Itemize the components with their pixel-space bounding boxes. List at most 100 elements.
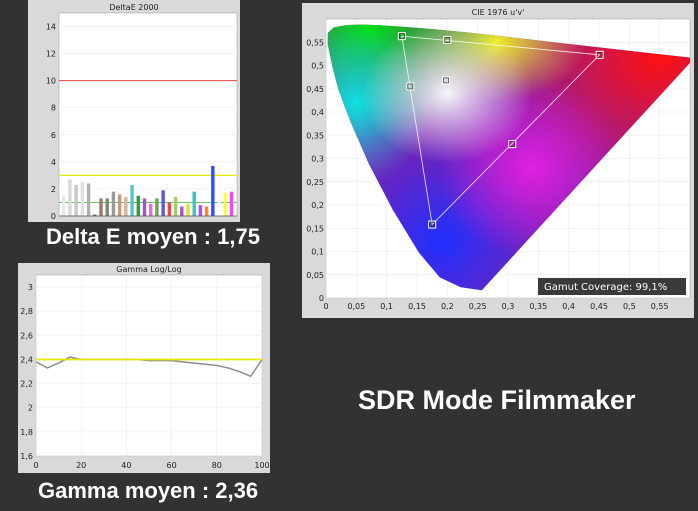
cie-measured-point [429, 221, 435, 228]
cie-x-tick: 0,1 [380, 302, 393, 311]
cie-measured-point [596, 52, 603, 58]
delta-e-y-tick: 2 [51, 185, 56, 194]
delta-e-bar [155, 198, 159, 216]
cie-title: CIE 1976 u'v' [472, 8, 525, 17]
cie-chart: CIE 1976 u'v' 0 0,05 0,1 0,15 0,2 0,25 0,3 0,35… [302, 3, 694, 318]
gamma-plot: Gamma Log/Log 1,6 1,8 2 2,2 2,4 2,6 2,8 3 0 20 40 6… [18, 263, 270, 473]
cie-measured-point [407, 83, 414, 90]
gamma-y-tick: 2,6 [20, 331, 33, 340]
cie-target-square [428, 220, 437, 229]
cie-targets [397, 32, 604, 229]
cie-measured-point [443, 77, 449, 84]
delta-e-bar [62, 195, 66, 216]
delta-e-bar [142, 198, 147, 216]
cie-x-tick: 0,45 [590, 302, 608, 311]
delta-e-bar [111, 191, 116, 216]
cie-ticks: 0 0,05 0,1 0,15 0,2 0,25 0,3 0,35 0,4 0,45 0,5 0,55… [306, 38, 668, 311]
delta-e-y-tick: 12 [46, 50, 56, 59]
delta-e-average: Delta E moyen : 1,75 [46, 224, 260, 249]
gamma-y-tick: 2 [28, 404, 33, 413]
delta-e-bar [173, 197, 178, 216]
cie-measured-point [509, 141, 516, 147]
delta-e-bar [130, 184, 134, 216]
delta-e-bar [223, 192, 227, 216]
cie-y-tick: 0,05 [306, 271, 324, 280]
gamma-y-tick: 1,8 [20, 428, 33, 437]
delta-e-y-tick: 0 [51, 212, 56, 221]
cie-x-tick: 0 [323, 302, 328, 311]
delta-e-y-tick: 4 [51, 158, 56, 167]
cie-y-tick: 0,45 [306, 85, 324, 94]
cie-target-square [442, 76, 451, 85]
gamut-coverage-label: Gamut Coverage: 99,1% [544, 282, 667, 293]
gamma-chart: Gamma Log/Log 1,6 1,8 2 2,2 2,4 2,6 2,8 3 0 20 40 6… [18, 263, 270, 473]
cie-y-tick: 0,3 [311, 155, 324, 164]
delta-e-bar [80, 182, 85, 216]
gamma-plot-area [35, 274, 263, 457]
delta-e-bar [74, 184, 78, 216]
delta-e-chart: DeltaE 2000 0 2 4 6 8 10 12 14 [28, 0, 240, 222]
cie-measured-point [399, 33, 405, 40]
delta-e-bar [117, 194, 122, 216]
cie-plot: CIE 1976 u'v' 0 0,05 0,1 0,15 0,2 0,25 0,3 0,35… [302, 3, 694, 318]
gamma-y-tick: 3 [28, 283, 33, 292]
delta-e-bar [192, 191, 196, 216]
delta-e-bar [180, 206, 184, 216]
gamma-y-tick: 1,6 [20, 452, 33, 461]
delta-e-plot: DeltaE 2000 0 2 4 6 8 10 12 14 [28, 0, 240, 222]
gamma-measured-line [35, 356, 263, 378]
delta-e-bar [93, 214, 97, 216]
cie-target-square [406, 82, 415, 91]
delta-e-plot-area [58, 12, 238, 217]
cie-x-tick: 0,35 [529, 302, 547, 311]
cie-x-tick: 0,2 [441, 302, 454, 311]
gamma-x-tick: 40 [121, 461, 131, 470]
delta-e-bar [217, 179, 221, 216]
delta-e-bar [167, 202, 172, 216]
cie-target-square [443, 35, 452, 44]
cie-target-square [397, 32, 406, 41]
gamut-coverage-box [538, 278, 686, 295]
delta-e-bar [161, 190, 165, 216]
cie-y-tick: 0,1 [311, 248, 324, 257]
delta-e-bar [86, 183, 91, 216]
delta-e-bar [124, 197, 128, 216]
gamma-y-tick: 2,4 [20, 355, 33, 364]
cie-y-tick: 0,35 [306, 131, 324, 140]
gamma-x-tick: 60 [167, 461, 177, 470]
gamma-x-tick: 100 [254, 461, 269, 470]
cie-y-tick: 0,2 [311, 201, 324, 210]
gamma-average: Gamma moyen : 2,36 [38, 478, 259, 503]
gamma-y-tick: 2,2 [20, 380, 33, 389]
gamma-x-tick: 80 [212, 461, 222, 470]
delta-e-y-tick: 10 [46, 77, 56, 86]
cie-x-tick: 0,25 [469, 302, 487, 311]
gamut-triangle [401, 35, 601, 226]
delta-e-y-tick: 8 [51, 104, 56, 113]
cie-measured-point [444, 37, 451, 43]
delta-e-bar [105, 198, 109, 216]
gamma-y-tick: 2,8 [20, 307, 33, 316]
cie-x-tick: 0,5 [623, 302, 636, 311]
cie-y-tick: 0,55 [306, 38, 324, 47]
gamma-title: Gamma Log/Log [116, 265, 181, 274]
delta-e-y-tick: 6 [51, 131, 56, 140]
delta-e-title: DeltaE 2000 [109, 3, 158, 12]
delta-e-bar [68, 179, 72, 216]
cie-y-tick: 0,5 [311, 62, 324, 71]
delta-e-bar [136, 195, 140, 216]
mode-title: SDR Mode Filmmaker [358, 385, 636, 415]
cie-target-square [595, 50, 604, 59]
cie-x-tick: 0,3 [502, 302, 515, 311]
cie-y-tick: 0,4 [311, 108, 324, 117]
cie-x-tick: 0,55 [651, 302, 669, 311]
cie-y-tick: 0,25 [306, 178, 324, 187]
delta-e-bar [211, 165, 215, 216]
cie-target-square [508, 140, 517, 149]
delta-e-y-tick: 14 [46, 23, 56, 32]
cie-x-tick: 0,05 [347, 302, 365, 311]
gamma-x-tick: 0 [33, 461, 38, 470]
cie-y-tick: 0 [319, 294, 324, 303]
gamma-x-tick: 20 [76, 461, 86, 470]
delta-e-bar [99, 198, 103, 216]
